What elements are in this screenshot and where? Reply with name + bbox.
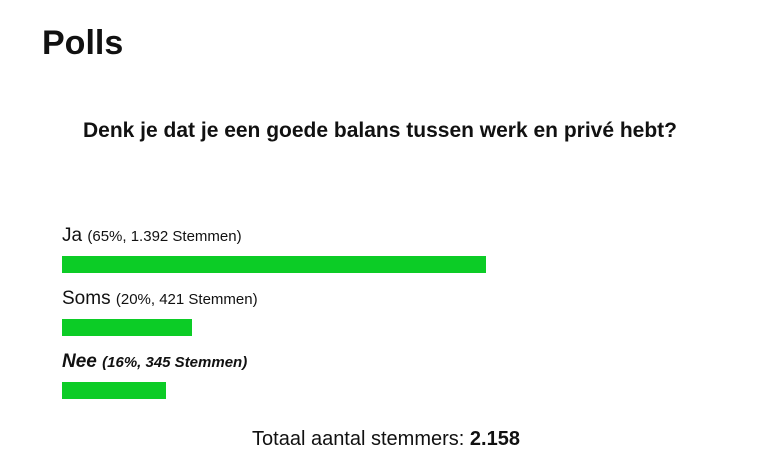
option-text: Nee (16%, 345 Stemmen) — [62, 348, 722, 376]
option-detail: (20%, 421 Stemmen) — [115, 291, 258, 308]
option-text: Ja (65%, 1.392 Stemmen) — [62, 222, 722, 250]
poll-question: Denk je dat je een goede balans tussen w… — [82, 119, 678, 142]
option-label: Soms — [62, 288, 111, 309]
poll-option: Nee (16%, 345 Stemmen) — [62, 348, 722, 411]
option-label: Ja — [62, 225, 83, 246]
poll-options: Ja (65%, 1.392 Stemmen) Soms (20%, 421 St… — [62, 222, 722, 411]
option-bar — [62, 256, 486, 273]
option-detail: (16%, 345 Stemmen) — [102, 354, 248, 371]
poll-option: Soms (20%, 421 Stemmen) — [62, 285, 722, 348]
option-detail: (65%, 1.392 Stemmen) — [87, 228, 242, 245]
poll-total: Totaal aantal stemmers: 2.158 — [0, 428, 772, 451]
option-bar — [62, 382, 167, 399]
option-bar — [62, 319, 193, 336]
total-label: Totaal aantal stemmers: — [252, 428, 465, 450]
option-text: Soms (20%, 421 Stemmen) — [62, 285, 722, 313]
title: Polls — [42, 24, 124, 62]
total-value: 2.158 — [469, 428, 520, 450]
option-label: Nee — [62, 351, 97, 372]
poll-option: Ja (65%, 1.392 Stemmen) — [62, 222, 722, 285]
